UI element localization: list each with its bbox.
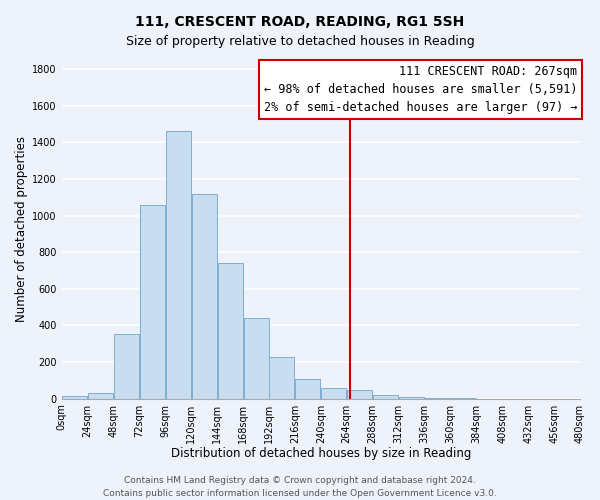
Bar	[269, 356, 295, 399]
Bar	[399, 397, 424, 398]
Bar	[347, 390, 372, 398]
Y-axis label: Number of detached properties: Number of detached properties	[15, 136, 28, 322]
Bar	[373, 395, 398, 398]
Bar	[295, 378, 320, 398]
Bar	[166, 132, 191, 398]
Text: 111, CRESCENT ROAD, READING, RG1 5SH: 111, CRESCENT ROAD, READING, RG1 5SH	[136, 15, 464, 29]
Text: Contains HM Land Registry data © Crown copyright and database right 2024.
Contai: Contains HM Land Registry data © Crown c…	[103, 476, 497, 498]
Bar	[321, 388, 346, 398]
Bar	[191, 194, 217, 398]
Bar	[62, 396, 87, 398]
Bar	[244, 318, 269, 398]
Bar	[88, 393, 113, 398]
Bar	[114, 334, 139, 398]
Text: Size of property relative to detached houses in Reading: Size of property relative to detached ho…	[125, 35, 475, 48]
Bar	[140, 204, 165, 398]
Text: 111 CRESCENT ROAD: 267sqm
← 98% of detached houses are smaller (5,591)
2% of sem: 111 CRESCENT ROAD: 267sqm ← 98% of detac…	[264, 65, 577, 114]
X-axis label: Distribution of detached houses by size in Reading: Distribution of detached houses by size …	[170, 447, 471, 460]
Bar	[218, 263, 242, 398]
